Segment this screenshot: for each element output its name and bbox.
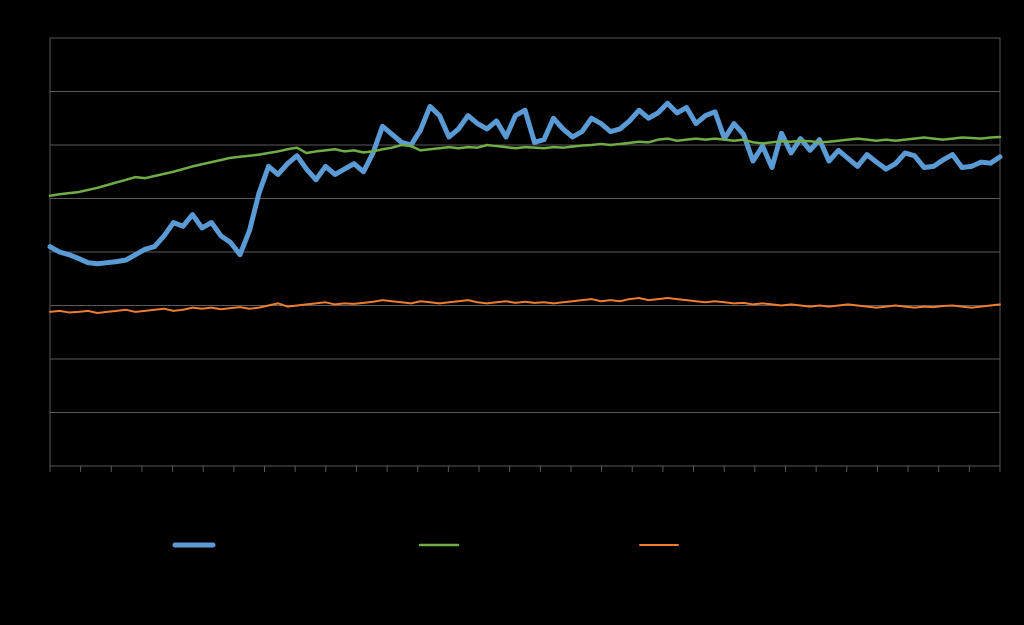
- line-chart: [0, 0, 1024, 625]
- chart-svg: [0, 0, 1024, 625]
